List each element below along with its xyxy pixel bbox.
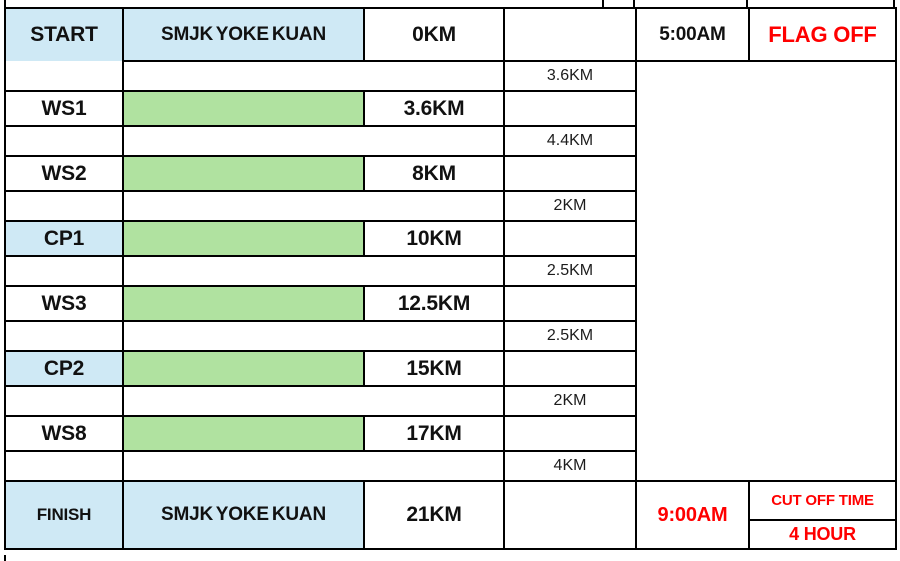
station-name-cell: WS2 [4,155,124,192]
gap-empty-cell [4,385,124,417]
checkpoint-empty-cell [503,350,637,387]
top-edge-line-c [746,0,748,9]
gap-empty-cell [4,450,124,482]
gap-empty-cell [4,125,124,157]
start-distance-cell: 0KM [363,7,505,62]
segment-gap-cell: 4.4KM [503,125,637,157]
cutoff-value-cell: 4 HOUR [748,519,897,550]
segment-gap-cell: 2.5KM [503,320,637,352]
gap-row: 2KM [4,385,896,417]
segment-gap-cell: 3.6KM [503,60,637,92]
station-row: WS1 3.6KM [4,90,896,127]
gap-empty-cell [4,255,124,287]
station-name-cell: WS8 [4,415,124,452]
checkpoint-name-cell: CP2 [4,350,124,387]
checkpoint-name-cell: CP1 [4,220,124,257]
finish-empty-cell [503,480,637,550]
station-empty-cell [503,415,637,452]
gap-empty-cell [4,320,124,352]
gap-empty-cell [4,60,124,92]
gap-row: 4.4KM [4,125,896,157]
start-station-cell: START [4,7,124,61]
gap-merged-cell [122,320,505,352]
station-row: WS2 8KM [4,155,896,192]
top-edge-right-line [893,0,895,9]
station-row: WS8 17KM [4,415,896,452]
station-empty-cell [503,90,637,127]
finish-station-cell: FINISH [4,480,124,550]
finish-row: FINISH SMJK YOKE KUAN 21KM 9:00AM CUT OF… [4,480,897,550]
finish-row-2: 4 HOUR [5,519,897,550]
gap-merged-cell [122,125,505,157]
gap-merged-cell [122,450,505,482]
checkpoint-distance-cell: 15KM [363,350,505,387]
gap-empty-cell [4,190,124,222]
start-row: START SMJK YOKE KUAN 0KM 5:00AM FLAG OFF [4,7,897,62]
segment-gap-cell: 2.5KM [503,255,637,287]
station-row: WS3 12.5KM [4,285,896,322]
gap-row: 2.5KM [4,320,896,352]
flag-off-cell: FLAG OFF [748,7,897,62]
checkpoint-row: CP2 15KM [4,350,896,387]
checkpoint-distance-cell: 10KM [363,220,505,257]
segment-gap-cell: 2KM [503,385,637,417]
checkpoint-row: CP1 10KM [4,220,896,257]
gap-row: 2.5KM [4,255,896,287]
top-edge-line-a [602,0,604,9]
station-distance-cell: 17KM [363,415,505,452]
bottom-edge-left-line [4,555,6,561]
segment-gap-cell: 4KM [503,450,637,482]
station-location-cell [122,155,365,192]
station-distance-cell: 8KM [363,155,505,192]
station-location-cell [122,415,365,452]
station-name-cell: WS1 [4,90,124,127]
finish-distance-cell: 21KM [363,480,505,550]
station-location-cell [122,285,365,322]
segment-gap-cell: 2KM [503,190,637,222]
finish-time-cell: 9:00AM [635,480,750,550]
finish-location-cell: SMJK YOKE KUAN [122,480,365,550]
merged-empty-region [635,60,897,482]
start-empty-cell [503,7,637,62]
top-edge-line-b [633,0,635,9]
station-empty-cell [503,285,637,322]
start-location-cell: SMJK YOKE KUAN [122,7,365,62]
checkpoint-location-cell [122,220,365,257]
top-edge-left-line [4,0,6,9]
gap-merged-cell [122,190,505,222]
cutoff-title-cell: CUT OFF TIME [748,480,897,521]
gap-row: 4KM [4,450,896,482]
start-time-cell: 5:00AM [635,7,750,62]
station-location-cell [122,90,365,127]
station-distance-cell: 12.5KM [363,285,505,322]
gap-merged-cell [122,385,505,417]
gap-merged-cell [122,60,505,92]
gap-merged-cell [122,255,505,287]
gap-row: 2KM [4,190,896,222]
station-distance-cell: 3.6KM [363,90,505,127]
gap-row: 3.6KM [4,60,897,482]
route-table: START SMJK YOKE KUAN 0KM 5:00AM FLAG OFF… [4,7,897,550]
station-empty-cell [503,155,637,192]
checkpoint-location-cell [122,350,365,387]
checkpoint-empty-cell [503,220,637,257]
station-name-cell: WS3 [4,285,124,322]
